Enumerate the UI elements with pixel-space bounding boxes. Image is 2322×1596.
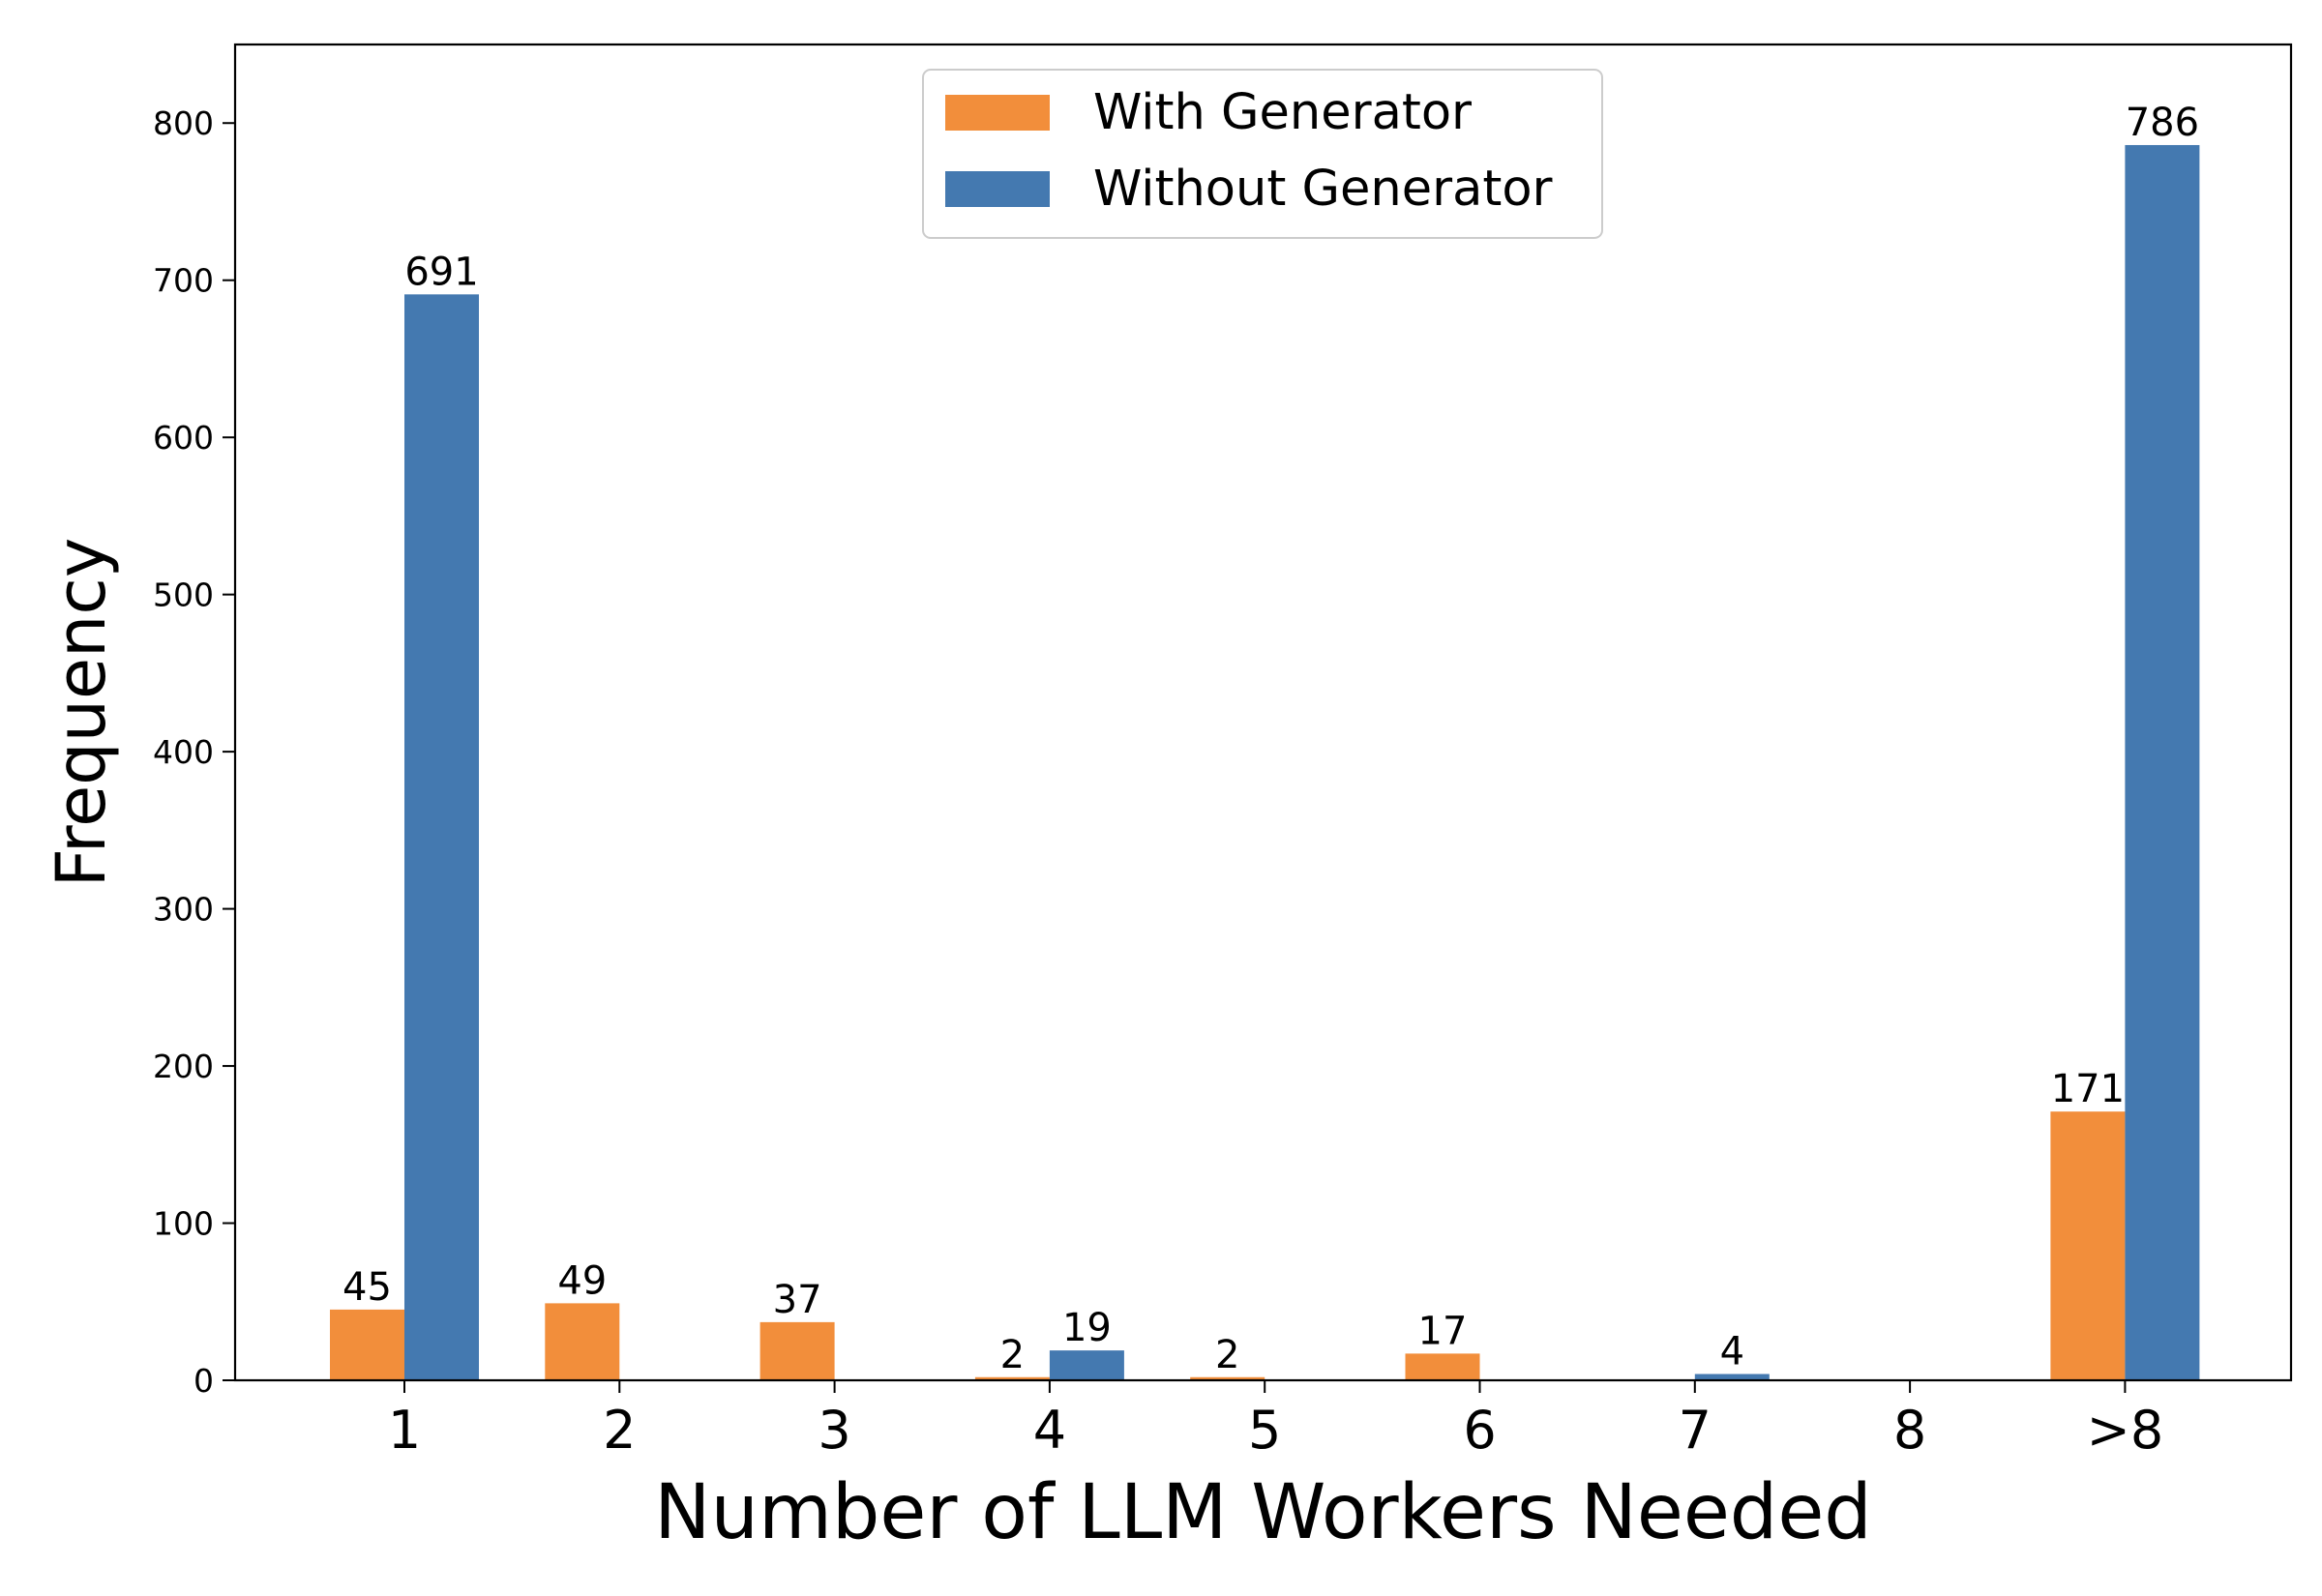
y-tick-label: 200 bbox=[153, 1048, 214, 1085]
bar-without-generator-6 bbox=[1694, 1374, 1770, 1380]
legend: With Generator Without Generator bbox=[922, 69, 1603, 239]
x-tick-label: 1 bbox=[388, 1400, 421, 1461]
y-tick-label: 0 bbox=[194, 1362, 214, 1400]
legend-swatch-with-generator bbox=[945, 95, 1050, 131]
legend-box bbox=[922, 69, 1603, 239]
y-tick-label: 100 bbox=[153, 1205, 214, 1243]
x-tick-label: 3 bbox=[818, 1400, 850, 1461]
bar-without-generator-3 bbox=[1049, 1350, 1124, 1380]
bar-with-generator-2 bbox=[759, 1321, 835, 1380]
x-tick-label: 7 bbox=[1679, 1400, 1712, 1461]
plot-frame bbox=[233, 43, 2293, 1382]
bar-labels-layer: 45 49 37 2 2 17 171 691 19 4 786 bbox=[342, 101, 2199, 1377]
y-tick-label: 800 bbox=[153, 104, 214, 142]
x-tick-label: 6 bbox=[1463, 1400, 1496, 1461]
y-tick-label: 400 bbox=[153, 733, 214, 771]
y-axis-title: Frequency bbox=[42, 538, 121, 888]
x-axis: 1 2 3 4 5 6 7 8 >8 bbox=[388, 1380, 2163, 1461]
legend-label-with-generator: With Generator bbox=[1093, 84, 1472, 141]
bar-value-label: 19 bbox=[1062, 1306, 1112, 1350]
bar-without-generator-0 bbox=[404, 294, 479, 1380]
bar-value-label: 49 bbox=[557, 1258, 607, 1303]
bar-value-label: 2 bbox=[1000, 1333, 1025, 1377]
bar-value-label: 4 bbox=[1720, 1330, 1744, 1374]
bar-value-label: 45 bbox=[342, 1265, 392, 1310]
bar-value-label: 786 bbox=[2126, 101, 2199, 145]
bar-value-label: 2 bbox=[1215, 1333, 1239, 1377]
bar-with-generator-4 bbox=[1190, 1376, 1265, 1380]
y-tick-label: 600 bbox=[153, 419, 214, 457]
bar-with-generator-8 bbox=[2050, 1111, 2126, 1380]
bar-value-label: 17 bbox=[1418, 1309, 1468, 1353]
bars-layer bbox=[330, 144, 2200, 1380]
bar-value-label: 37 bbox=[773, 1278, 822, 1322]
legend-swatch-without-generator bbox=[945, 171, 1050, 207]
bar-without-generator-8 bbox=[2125, 144, 2200, 1380]
bar-with-generator-5 bbox=[1405, 1353, 1480, 1380]
y-axis: 0 100 200 300 400 500 600 700 800 bbox=[153, 104, 235, 1400]
x-tick-label: 2 bbox=[603, 1400, 636, 1461]
bar-value-label: 171 bbox=[2051, 1067, 2125, 1111]
x-tick-label: 4 bbox=[1033, 1400, 1066, 1461]
bar-with-generator-1 bbox=[545, 1303, 620, 1380]
bar-with-generator-0 bbox=[330, 1309, 404, 1380]
x-tick-label: >8 bbox=[2087, 1400, 2164, 1461]
y-tick-label: 700 bbox=[153, 262, 214, 300]
y-tick-label: 300 bbox=[153, 891, 214, 929]
x-axis-title: Number of LLM Workers Needed bbox=[654, 1469, 1872, 1556]
y-tick-label: 500 bbox=[153, 576, 214, 614]
legend-label-without-generator: Without Generator bbox=[1093, 161, 1553, 218]
bar-value-label: 691 bbox=[404, 250, 478, 294]
x-tick-label: 8 bbox=[1893, 1400, 1926, 1461]
x-tick-label: 5 bbox=[1248, 1400, 1281, 1461]
bar-with-generator-3 bbox=[974, 1376, 1050, 1380]
